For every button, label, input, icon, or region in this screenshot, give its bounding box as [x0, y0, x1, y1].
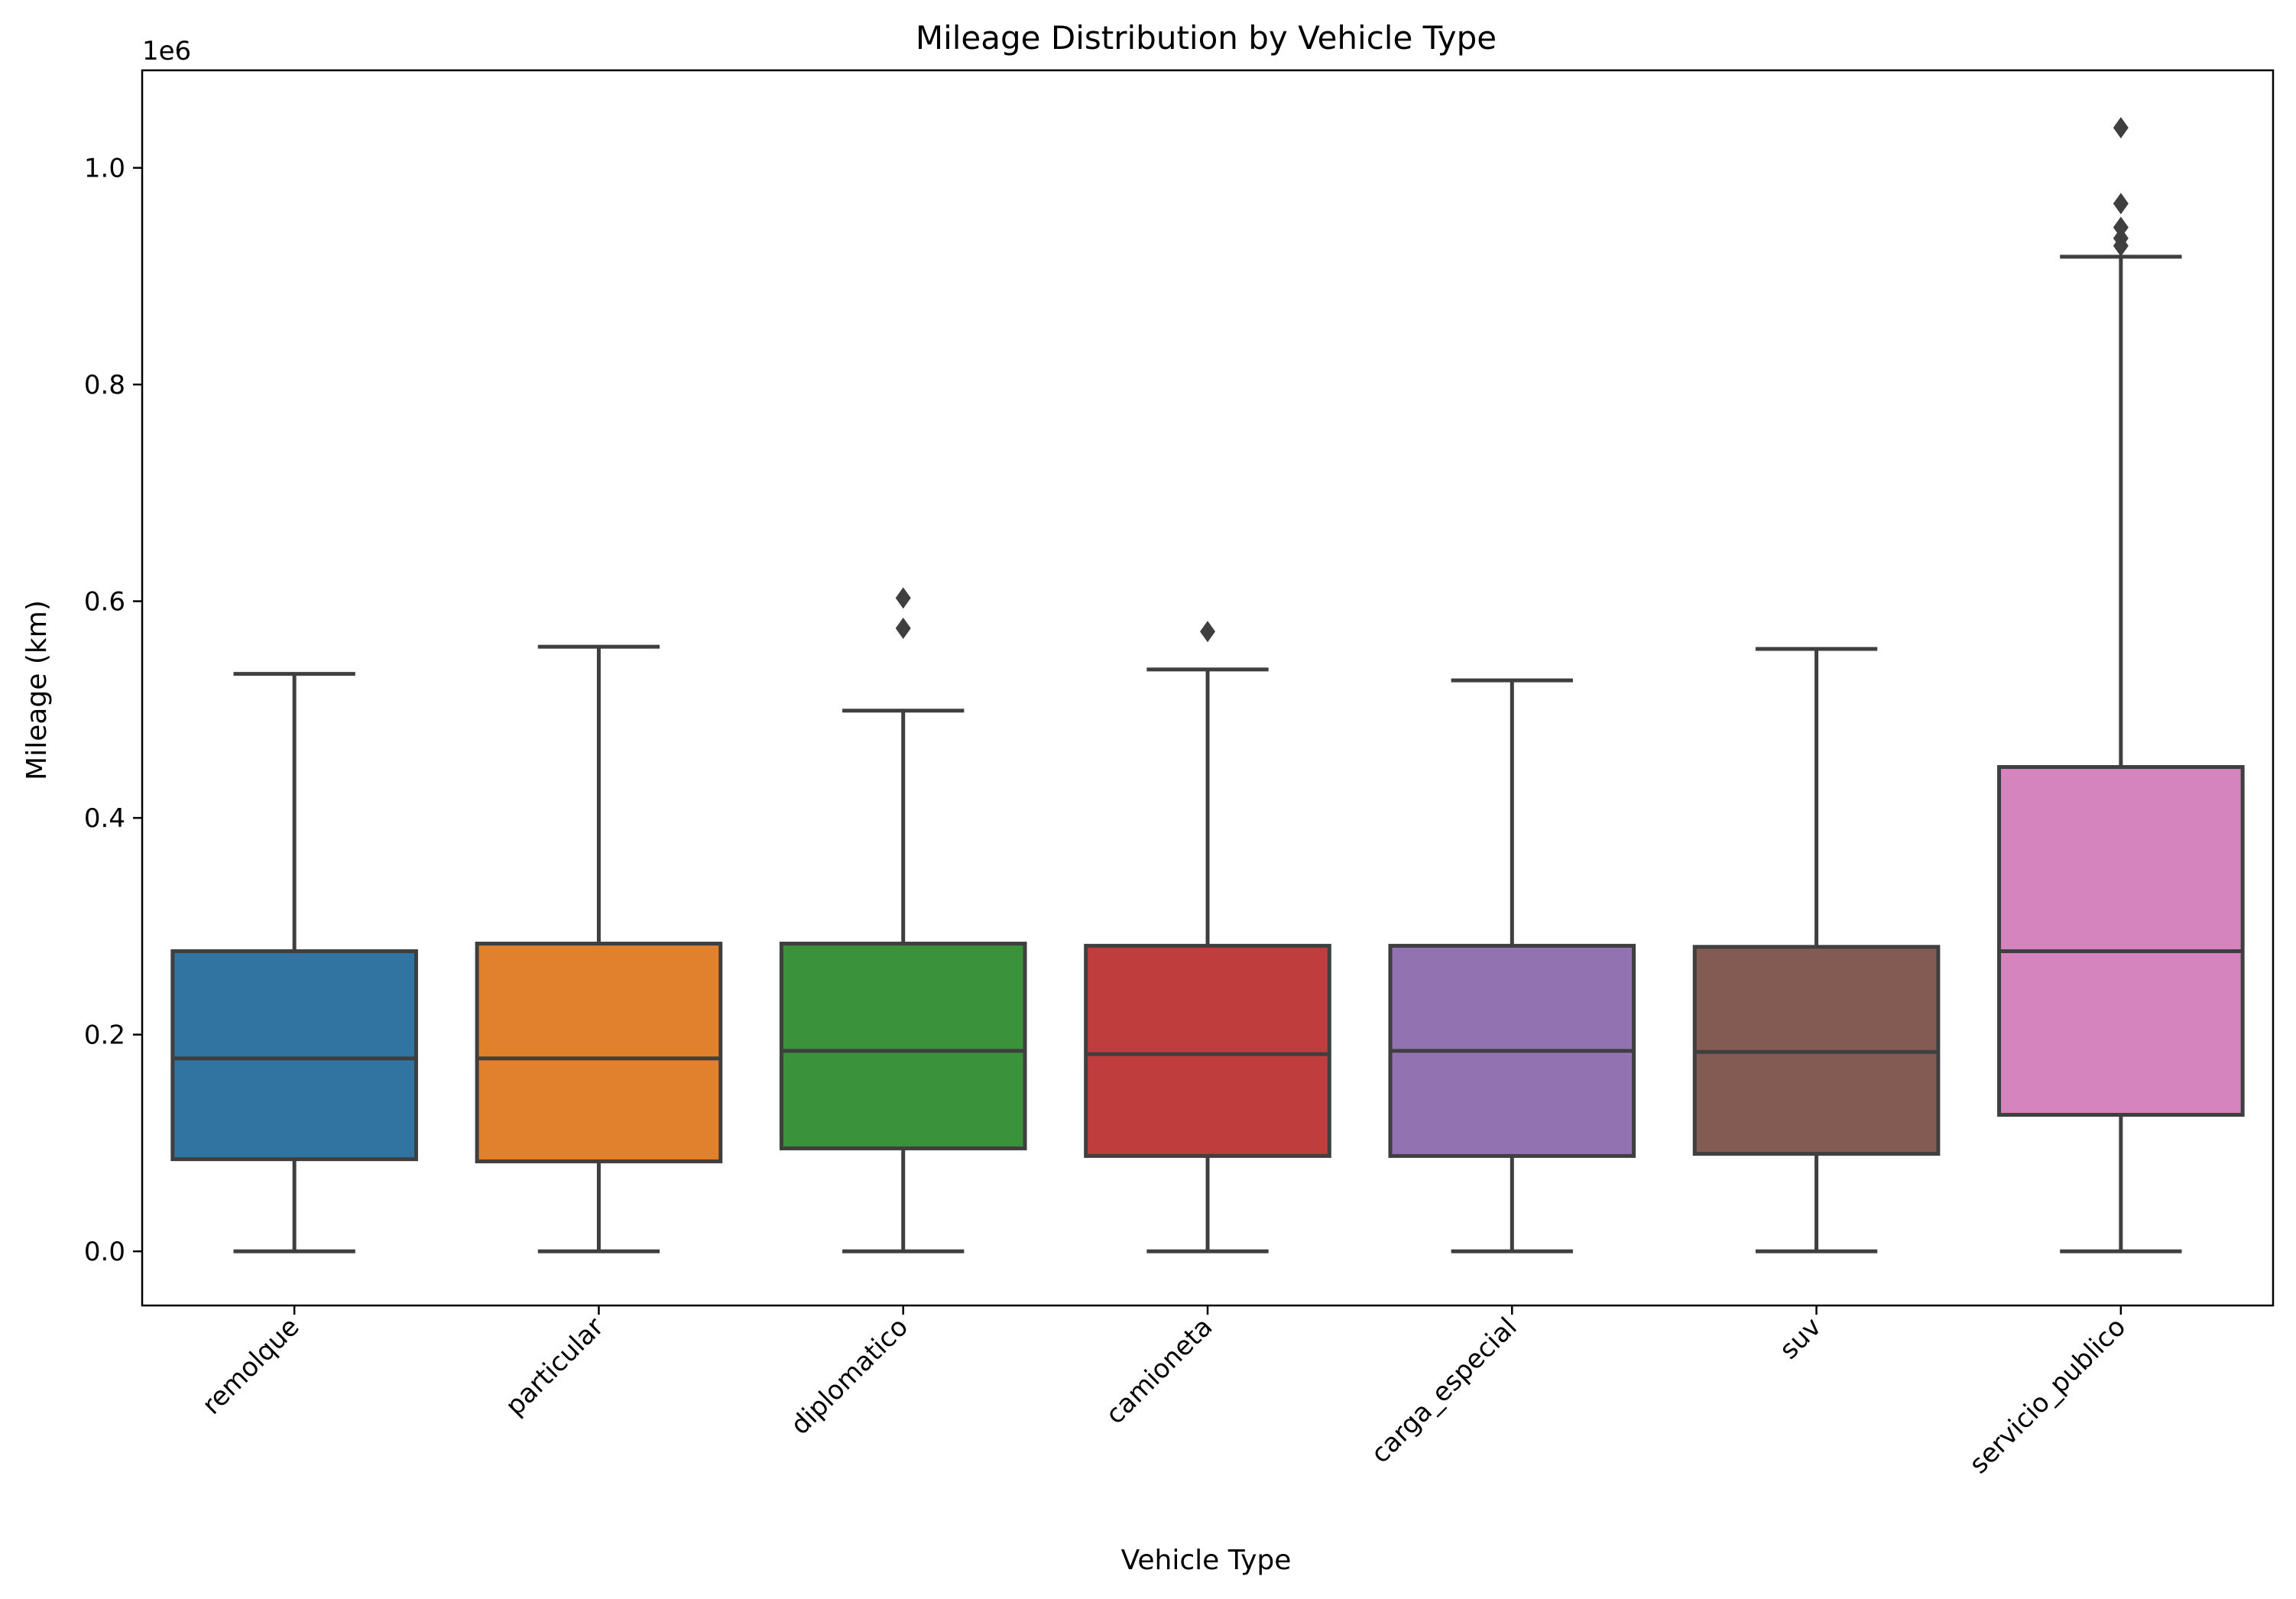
y-tick-label: 1.0 [84, 154, 125, 184]
y-tick-label: 0.4 [84, 803, 125, 834]
outlier-point [895, 618, 911, 640]
outlier-point [2113, 193, 2129, 215]
y-axis-multiplier: 1e6 [142, 36, 191, 66]
iqr-box [170, 949, 418, 1162]
x-tick-label: remolque [196, 1312, 306, 1421]
x-axis-label: Vehicle Type [1121, 1545, 1292, 1576]
outlier-point [895, 587, 911, 609]
iqr-box [779, 942, 1027, 1150]
box-remolque [170, 672, 418, 1254]
box-diplomatico [779, 587, 1027, 1254]
x-axis-ticks: remolque particular diplomatico camioneta ca… [196, 1305, 2132, 1480]
box-servicio_publico [1997, 117, 2245, 1254]
x-tick-label: particular [500, 1312, 610, 1422]
x-tick-label: suv [1774, 1312, 1827, 1365]
iqr-box [1084, 943, 1331, 1158]
outlier-point [2113, 216, 2129, 238]
outlier-point [1200, 621, 1215, 643]
y-axis-ticks: 0.0 0.2 0.4 0.6 0.8 1.0 [84, 154, 142, 1267]
box-series [170, 117, 2245, 1254]
y-tick-label: 0.8 [84, 370, 125, 401]
y-tick-label: 0.0 [84, 1237, 125, 1267]
outlier-point [2113, 117, 2129, 139]
outlier-point [2113, 227, 2129, 249]
x-tick-label: diplomatico [785, 1312, 914, 1441]
box-particular [475, 644, 723, 1254]
x-tick-label: carga_especial [1365, 1312, 1523, 1469]
y-tick-label: 0.6 [84, 587, 125, 618]
plot-frame [141, 69, 2275, 1307]
box-suv [1692, 647, 1941, 1254]
iqr-box [1997, 764, 2245, 1117]
x-tick-label: camioneta [1100, 1312, 1218, 1430]
iqr-box [475, 942, 723, 1163]
y-tick-label: 0.2 [84, 1020, 125, 1051]
y-axis-label: Mileage (km) [21, 600, 53, 780]
box-camioneta [1084, 621, 1331, 1254]
box-carga_especial [1388, 678, 1636, 1254]
x-tick-label: servicio_publico [1964, 1312, 2132, 1480]
chart-title: Mileage Distribution by Vehicle Type [916, 19, 1497, 57]
